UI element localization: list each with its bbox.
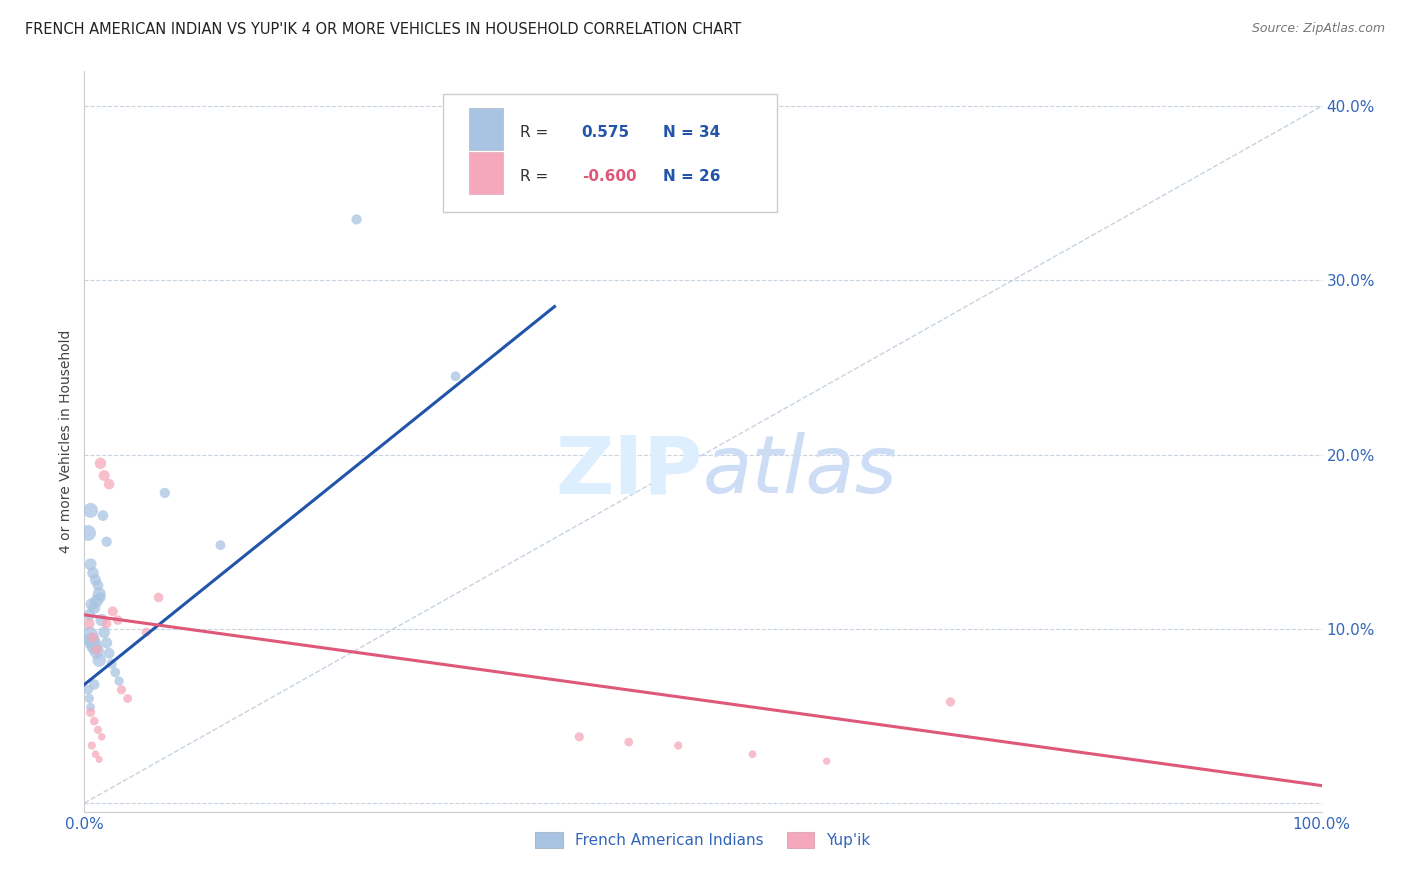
Point: [96, 616, 118, 631]
Text: FRENCH AMERICAN INDIAN VS YUP'IK 4 OR MORE VEHICLES IN HOUSEHOLD CORRELATION CHA: FRENCH AMERICAN INDIAN VS YUP'IK 4 OR MO…: [25, 22, 741, 37]
Point: [89, 752, 111, 766]
Point: [101, 604, 124, 618]
Point: [89, 456, 111, 470]
Text: atlas: atlas: [703, 432, 898, 510]
Text: N = 26: N = 26: [664, 169, 721, 184]
Point: [815, 754, 838, 768]
Point: [86, 594, 108, 608]
Text: 0.575: 0.575: [582, 125, 630, 139]
Legend: French American Indians, Yup'ik: French American Indians, Yup'ik: [527, 824, 879, 856]
Point: [79, 700, 101, 714]
Point: [153, 486, 176, 500]
Text: N = 34: N = 34: [664, 125, 721, 139]
Point: [209, 538, 232, 552]
Point: [135, 625, 157, 640]
Point: [79, 558, 101, 572]
Point: [568, 730, 591, 744]
Point: [444, 369, 467, 384]
Point: [86, 642, 108, 657]
Point: [87, 723, 110, 737]
Point: [91, 508, 114, 523]
Text: R =: R =: [520, 125, 548, 139]
Point: [89, 653, 111, 667]
Point: [98, 477, 121, 491]
FancyBboxPatch shape: [443, 94, 778, 212]
Point: [82, 631, 104, 645]
Point: [346, 212, 368, 227]
Point: [77, 682, 100, 697]
Point: [80, 739, 103, 753]
Text: R =: R =: [520, 169, 548, 184]
Point: [83, 601, 105, 615]
Text: -0.600: -0.600: [582, 169, 637, 184]
Y-axis label: 4 or more Vehicles in Household: 4 or more Vehicles in Household: [59, 330, 73, 553]
Point: [89, 587, 111, 601]
Point: [83, 677, 105, 691]
Point: [77, 526, 100, 541]
Point: [666, 739, 689, 753]
Point: [79, 607, 101, 622]
Point: [93, 625, 115, 640]
FancyBboxPatch shape: [470, 108, 502, 150]
Point: [939, 695, 962, 709]
Point: [86, 644, 108, 658]
Point: [90, 613, 112, 627]
Point: [79, 691, 101, 706]
Point: [87, 578, 110, 592]
Point: [93, 468, 115, 483]
Point: [104, 665, 127, 680]
Point: [148, 591, 170, 605]
Point: [79, 629, 101, 643]
Point: [741, 747, 763, 762]
Text: Source: ZipAtlas.com: Source: ZipAtlas.com: [1251, 22, 1385, 36]
Point: [84, 573, 107, 587]
Point: [100, 657, 122, 671]
Point: [110, 682, 132, 697]
Point: [98, 646, 121, 660]
Point: [90, 730, 112, 744]
Point: [107, 613, 129, 627]
Point: [80, 634, 103, 648]
Point: [83, 714, 105, 728]
Point: [83, 639, 105, 653]
Text: ZIP: ZIP: [555, 432, 703, 510]
Point: [79, 706, 101, 720]
Point: [79, 503, 101, 517]
Point: [84, 747, 107, 762]
Point: [80, 598, 103, 612]
Point: [96, 534, 118, 549]
FancyBboxPatch shape: [470, 152, 502, 194]
Point: [108, 674, 131, 689]
Point: [82, 566, 104, 580]
Point: [117, 691, 139, 706]
Point: [89, 591, 111, 605]
Point: [617, 735, 640, 749]
Point: [79, 616, 101, 631]
Point: [96, 636, 118, 650]
